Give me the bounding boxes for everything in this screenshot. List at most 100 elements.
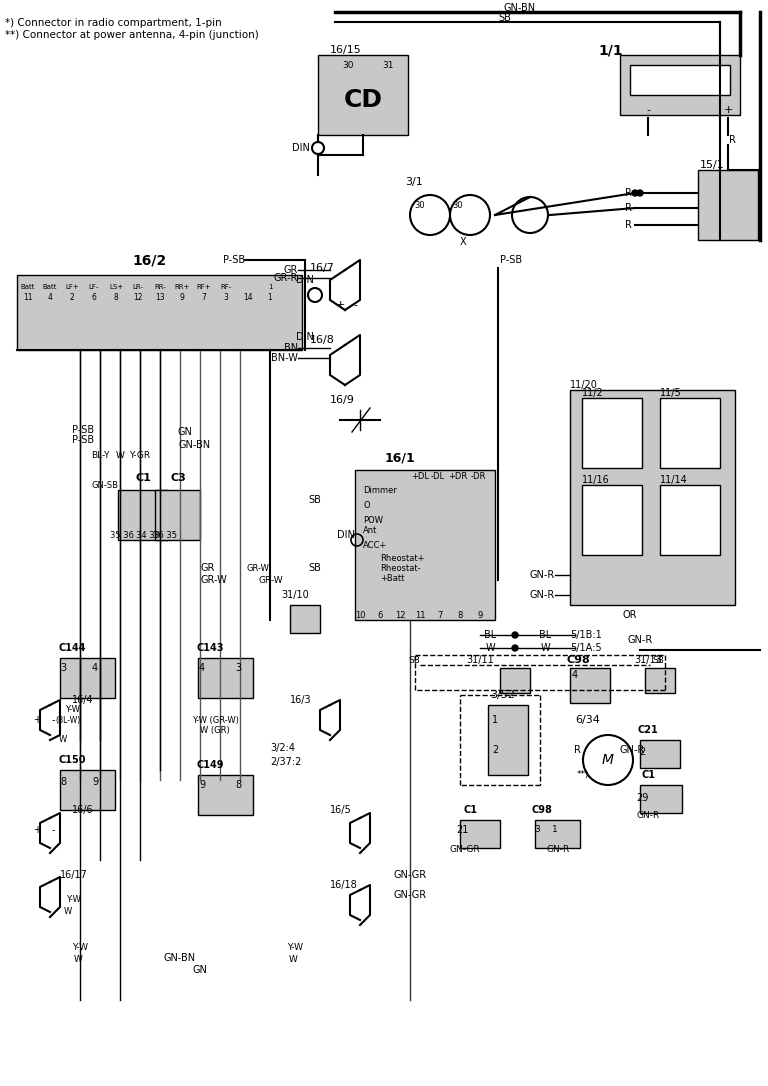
- Bar: [198, 775, 253, 814]
- Text: -: -: [353, 300, 357, 310]
- Text: 16/6: 16/6: [72, 805, 94, 814]
- Bar: [290, 605, 320, 633]
- Text: O: O: [363, 501, 369, 509]
- Text: C143: C143: [197, 643, 223, 653]
- Text: 34 33: 34 33: [136, 530, 160, 540]
- Text: 11/20: 11/20: [570, 380, 598, 390]
- Text: OR: OR: [623, 610, 637, 620]
- Text: 9: 9: [92, 776, 98, 787]
- Text: 11/5: 11/5: [660, 388, 682, 397]
- Text: Y-W: Y-W: [65, 896, 81, 905]
- Text: 11/2: 11/2: [582, 388, 604, 397]
- Bar: [582, 485, 642, 555]
- Text: 9: 9: [180, 292, 184, 302]
- Text: 5/1B:1: 5/1B:1: [570, 630, 602, 640]
- Text: 16/1: 16/1: [385, 452, 415, 465]
- Text: 4: 4: [48, 292, 52, 302]
- Text: RF+: RF+: [197, 285, 211, 290]
- Text: R: R: [624, 203, 631, 213]
- Text: 2: 2: [639, 747, 645, 757]
- Text: W: W: [485, 643, 495, 653]
- Text: 11: 11: [415, 610, 425, 619]
- Text: 3: 3: [235, 662, 241, 673]
- Text: C1: C1: [641, 770, 655, 780]
- Text: 16/7: 16/7: [310, 263, 335, 273]
- Text: LR-: LR-: [133, 285, 144, 290]
- Text: ACC+: ACC+: [363, 541, 387, 550]
- Text: 12: 12: [395, 610, 406, 619]
- Text: 3: 3: [223, 292, 228, 302]
- Text: C144: C144: [58, 643, 86, 653]
- Text: -DL: -DL: [431, 471, 445, 480]
- Text: RF-: RF-: [220, 285, 232, 290]
- Text: 4: 4: [92, 662, 98, 673]
- Text: -: -: [51, 825, 55, 835]
- Text: 30: 30: [452, 201, 463, 210]
- Text: Y-W: Y-W: [287, 944, 303, 952]
- Text: 6: 6: [91, 292, 97, 302]
- Text: 8: 8: [60, 776, 66, 787]
- Text: R: R: [574, 745, 581, 755]
- Text: 1: 1: [552, 825, 558, 834]
- Text: +DL: +DL: [411, 471, 429, 480]
- Bar: [570, 390, 735, 605]
- Bar: [698, 171, 758, 240]
- Text: 36 35: 36 35: [153, 530, 177, 540]
- Text: GN-GR: GN-GR: [393, 891, 426, 900]
- Text: 16/3: 16/3: [290, 695, 312, 705]
- Text: 30: 30: [415, 201, 425, 210]
- Text: 4: 4: [572, 670, 578, 680]
- Text: GN: GN: [193, 965, 207, 975]
- Text: GN: GN: [177, 427, 193, 437]
- Text: 5/1A:5: 5/1A:5: [570, 643, 601, 653]
- Bar: [198, 658, 253, 698]
- Text: 3/1: 3/1: [405, 177, 422, 187]
- Bar: [640, 785, 682, 813]
- Text: 16/18: 16/18: [330, 880, 358, 891]
- Text: 30: 30: [343, 61, 354, 70]
- Bar: [60, 658, 115, 698]
- Text: Ant: Ant: [363, 526, 377, 534]
- Text: GN-BN: GN-BN: [164, 954, 196, 963]
- Text: GR-W: GR-W: [258, 576, 283, 584]
- Text: RR+: RR+: [174, 285, 190, 290]
- Text: R: R: [624, 220, 631, 230]
- Text: X: X: [460, 237, 466, 247]
- Text: C1: C1: [135, 473, 151, 483]
- Text: 11/16: 11/16: [582, 475, 610, 485]
- Text: 31: 31: [382, 61, 394, 70]
- Bar: [500, 668, 530, 693]
- Text: 31/10: 31/10: [281, 590, 309, 599]
- Text: C3: C3: [170, 473, 186, 483]
- Text: Dimmer: Dimmer: [363, 485, 397, 494]
- Text: LF+: LF+: [65, 285, 79, 290]
- Text: GR: GR: [200, 563, 214, 573]
- Text: GN-R: GN-R: [530, 590, 555, 599]
- Text: GN-GR: GN-GR: [393, 870, 426, 880]
- Text: 31/13: 31/13: [634, 655, 662, 665]
- Text: Rheostat+: Rheostat+: [380, 554, 425, 563]
- Text: DIN: DIN: [337, 530, 355, 540]
- Text: 29: 29: [636, 793, 648, 803]
- Text: GN-GR: GN-GR: [450, 846, 480, 855]
- Text: +Batt: +Batt: [380, 573, 405, 582]
- Text: 3: 3: [60, 662, 66, 673]
- Text: C149: C149: [197, 760, 223, 770]
- Text: 11/14: 11/14: [660, 475, 688, 485]
- Text: Y-W (GR-W): Y-W (GR-W): [191, 716, 238, 724]
- Bar: [355, 470, 495, 620]
- Text: SB: SB: [408, 656, 420, 665]
- Text: 7: 7: [437, 610, 442, 619]
- Text: P-SB: P-SB: [223, 255, 245, 265]
- Text: P-SB: P-SB: [72, 425, 94, 435]
- Text: W (GR): W (GR): [200, 725, 230, 734]
- Text: Rheostat-: Rheostat-: [380, 564, 421, 572]
- Circle shape: [512, 632, 518, 637]
- Text: -: -: [646, 105, 650, 115]
- Text: 10: 10: [355, 610, 366, 619]
- Text: 16/17: 16/17: [60, 870, 88, 880]
- Circle shape: [632, 190, 638, 195]
- Text: **) Connector at power antenna, 4-pin (junction): **) Connector at power antenna, 4-pin (j…: [5, 30, 259, 40]
- Text: 2: 2: [492, 745, 498, 755]
- Text: BN-W: BN-W: [271, 353, 298, 363]
